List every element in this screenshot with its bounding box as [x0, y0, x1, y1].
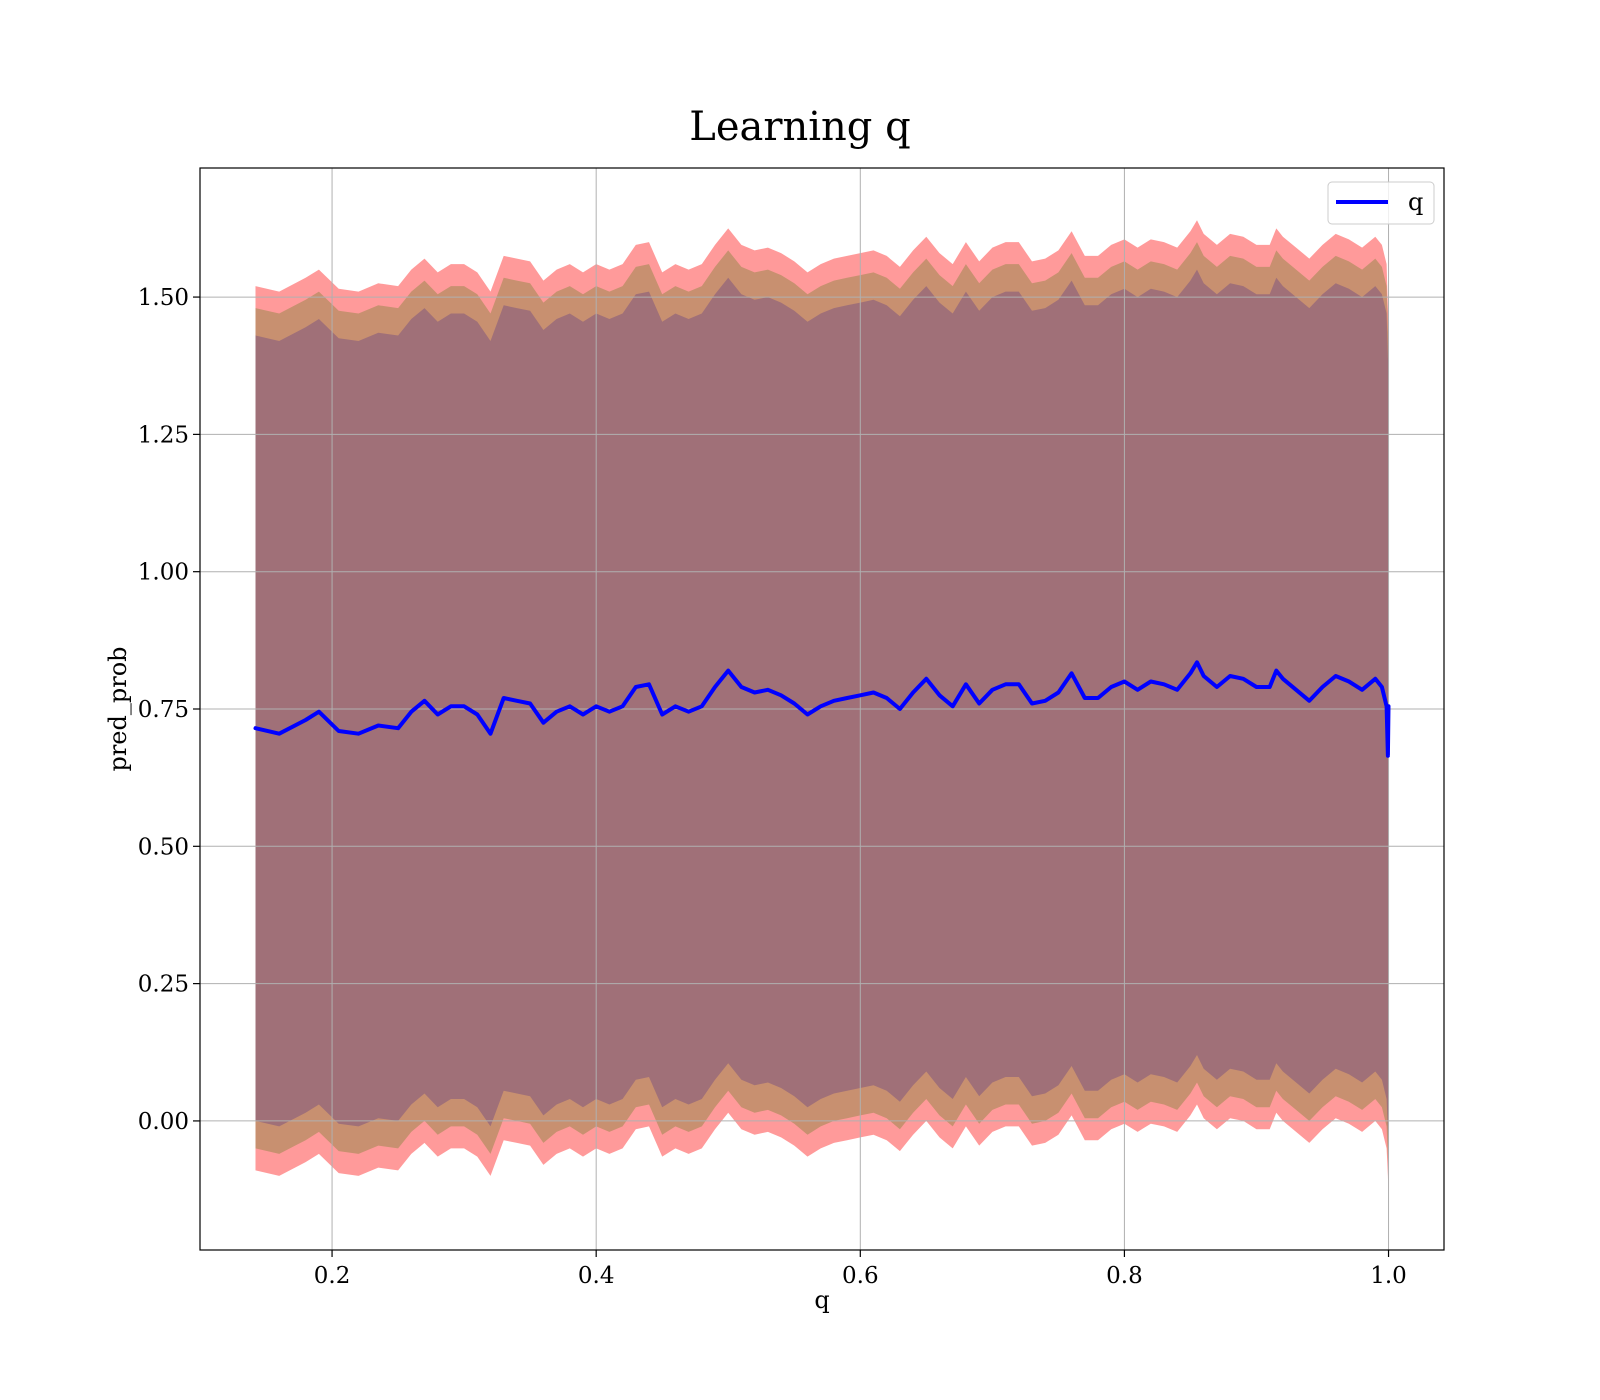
y-axis-label: pred_prob	[104, 646, 132, 771]
chart-title: Learning q	[689, 104, 910, 150]
x-tick-label: 0.8	[1106, 1263, 1143, 1289]
legend: q	[1327, 181, 1435, 225]
legend-entry-q: q	[1408, 188, 1423, 216]
x-tick-label: 1.0	[1370, 1263, 1407, 1289]
y-tick-label: 1.00	[138, 560, 189, 586]
inner-band	[255, 269, 1389, 1160]
x-tick-label: 0.2	[314, 1263, 351, 1289]
y-tick-label: 0.25	[138, 972, 189, 998]
x-axis-label: q	[814, 1286, 829, 1314]
y-tick-label: 1.50	[138, 285, 189, 311]
plot-frame	[199, 167, 1445, 1251]
y-tick-label: 0.00	[138, 1109, 189, 1135]
x-tick-label: 0.4	[578, 1263, 615, 1289]
y-tick-label: 1.25	[138, 422, 189, 448]
y-tick-label: 0.50	[138, 834, 189, 860]
x-tick-label: 0.6	[842, 1263, 879, 1289]
y-tick-label: 0.75	[138, 697, 189, 723]
series-line-q	[253, 660, 1391, 758]
axis-ticks: 0.2 0.4 0.6 0.8 1.0 0.00 0.25 0.50 0.75 1.00 1.25 1…	[138, 285, 1407, 1289]
q-series-line	[253, 660, 1391, 758]
